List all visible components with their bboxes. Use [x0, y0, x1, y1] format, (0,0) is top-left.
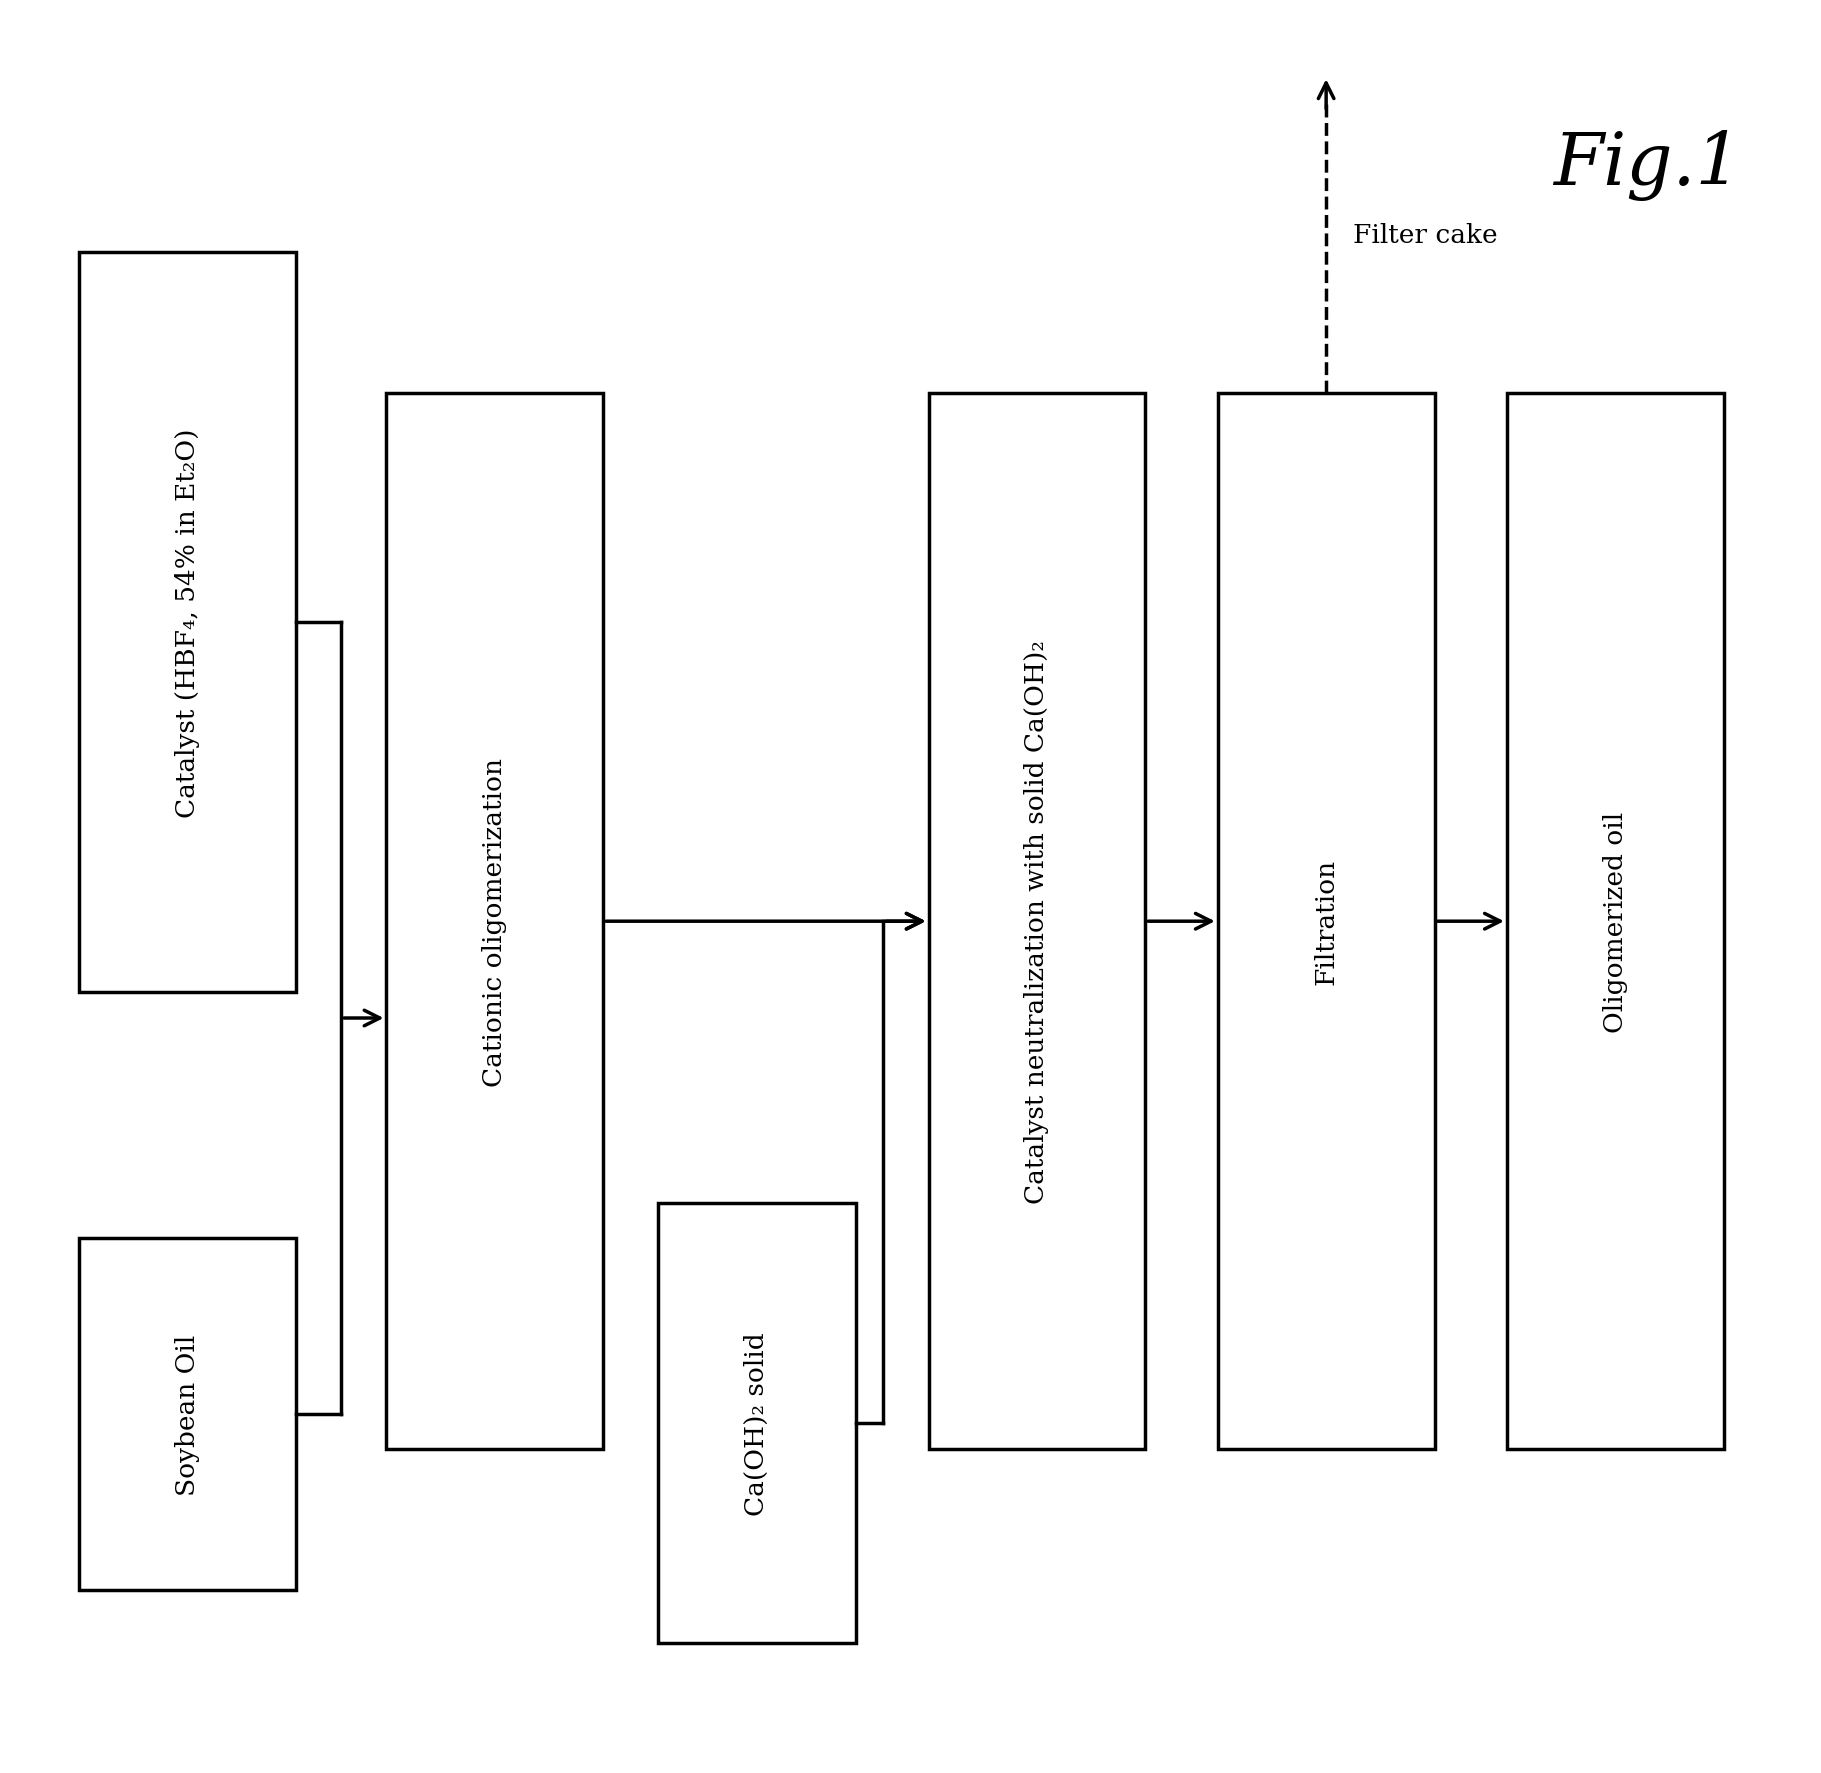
- Bar: [80, 1238, 297, 1590]
- Text: Cationic oligomerization: Cationic oligomerization: [483, 757, 508, 1087]
- Bar: [80, 254, 297, 993]
- Text: Ca(OH)₂ solid: Ca(OH)₂ solid: [745, 1332, 770, 1514]
- Text: Soybean Oil: Soybean Oil: [175, 1333, 200, 1495]
- Text: Fig.1: Fig.1: [1553, 129, 1741, 200]
- Bar: [1506, 394, 1724, 1449]
- Bar: [386, 394, 603, 1449]
- Text: Catalyst (HBF₄, 54% in Et₂O): Catalyst (HBF₄, 54% in Et₂O): [175, 427, 200, 817]
- Text: Catalyst neutralization with solid Ca(OH)₂: Catalyst neutralization with solid Ca(OH…: [1025, 640, 1049, 1204]
- Text: Oligomerized oil: Oligomerized oil: [1602, 812, 1628, 1032]
- Bar: [657, 1204, 856, 1644]
- Bar: [1218, 394, 1435, 1449]
- Text: Filtration: Filtration: [1313, 858, 1338, 984]
- Text: Filter cake: Filter cake: [1353, 223, 1499, 248]
- Bar: [929, 394, 1145, 1449]
